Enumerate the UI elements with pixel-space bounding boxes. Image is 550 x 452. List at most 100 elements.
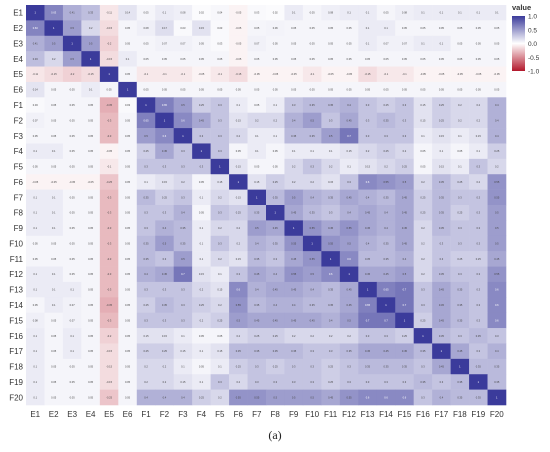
- heatmap-cell-value: 0.3: [181, 149, 185, 153]
- heatmap-cell-value: 0.3: [144, 211, 148, 215]
- heatmap-cell: [450, 328, 470, 344]
- heatmap-cell-value: 0.45: [347, 303, 353, 307]
- heatmap-cell: [62, 158, 82, 175]
- heatmap-cell-value: 0.41: [33, 41, 39, 45]
- heatmap-cell: [469, 189, 488, 206]
- heatmap-cell-value: 0.1: [200, 195, 204, 199]
- heatmap-cell-value: 0.15: [199, 26, 205, 30]
- heatmap-cell-value: 0.05: [383, 11, 389, 15]
- heatmap-cell-value: 0.2: [421, 180, 425, 184]
- heatmap-cell-value: 0.35: [457, 288, 463, 292]
- heatmap-cell-value: 0.5: [292, 195, 296, 199]
- heatmap-cell-value: 0.45: [402, 226, 408, 230]
- heatmap-cell: [413, 20, 433, 37]
- heatmap-cell-value: 0.4: [255, 241, 259, 245]
- heatmap-cell: [26, 189, 45, 206]
- heatmap-cell: [487, 281, 507, 298]
- heatmap-cell-value: -0.15: [106, 57, 112, 61]
- heatmap-cell: [44, 266, 64, 283]
- heatmap-cell: [44, 51, 64, 67]
- heatmap-cell-value: 0.3: [440, 380, 444, 384]
- heatmap-cell-value: 0.35: [383, 257, 389, 261]
- heatmap-cell-value: 0.35: [328, 303, 334, 307]
- x-tick-label: F8: [271, 410, 281, 419]
- heatmap-cell-value: 1: [219, 165, 221, 169]
- heatmap-cell: [487, 297, 507, 313]
- heatmap-cell: [229, 143, 248, 160]
- heatmap-cell-value: 0.25: [162, 195, 168, 199]
- heatmap-cell-value: 0.35: [273, 241, 279, 245]
- heatmap-cell-value: 0.1: [458, 134, 462, 138]
- heatmap-cell-value: 0.5: [347, 318, 351, 322]
- heatmap-cell: [358, 158, 378, 175]
- heatmap-cell-value: 0.15: [365, 165, 371, 169]
- heatmap-cell-value: 0.1: [163, 11, 167, 15]
- heatmap-cell: [62, 20, 82, 37]
- heatmap-cell-value: 0.05: [88, 118, 94, 122]
- heatmap-cell-value: 0.05: [254, 88, 260, 92]
- x-tick-label: E2: [49, 410, 59, 419]
- heatmap-cell-value: 0.06: [273, 26, 279, 30]
- heatmap-cell-value: 1: [71, 41, 73, 45]
- heatmap-cell: [266, 297, 285, 313]
- heatmap-cell-value: 0.05: [88, 149, 94, 153]
- heatmap-cell-value: 0.05: [125, 303, 131, 307]
- heatmap-cell: [81, 51, 101, 67]
- heatmap-cell-value: 0.3: [181, 165, 185, 169]
- heatmap-cell-value: 1: [478, 380, 480, 384]
- heatmap-cell: [44, 128, 64, 144]
- heatmap-cell-value: 0.45: [365, 272, 371, 276]
- heatmap-cell: [81, 97, 101, 113]
- heatmap-cell-value: -0.2: [107, 334, 112, 338]
- heatmap-cell: [26, 51, 45, 67]
- heatmap-cell: [321, 5, 341, 21]
- heatmap-cell: [395, 81, 414, 98]
- heatmap-cell: [136, 389, 156, 406]
- heatmap-cell: [136, 281, 156, 298]
- heatmap-cell-value: 0.2: [144, 365, 148, 369]
- heatmap-cell: [118, 189, 138, 206]
- heatmap-cell: [284, 143, 304, 160]
- heatmap-cell: [432, 220, 451, 237]
- heatmap-cell-value: 1: [330, 257, 332, 261]
- heatmap-cell: [99, 20, 119, 37]
- y-tick-label: F2: [14, 116, 24, 125]
- heatmap-cell: [432, 112, 451, 129]
- heatmap-cell-value: 0.35: [291, 349, 297, 353]
- heatmap-cell: [99, 328, 119, 344]
- heatmap-cell-value: 0.35: [439, 195, 445, 199]
- heatmap-cell: [229, 266, 248, 283]
- heatmap-cell: [81, 312, 101, 329]
- heatmap-cell-value: 0.05: [70, 241, 76, 245]
- heatmap-cell: [173, 66, 193, 83]
- heatmap-cell-value: -0.2: [107, 41, 112, 45]
- heatmap-cell: [26, 389, 45, 406]
- heatmap-cell-value: 0.05: [162, 57, 168, 61]
- heatmap-cell-value: 0.05: [70, 211, 76, 215]
- x-tick-label: F20: [490, 410, 504, 419]
- heatmap-cell: [487, 328, 507, 344]
- heatmap-cell: [487, 389, 507, 406]
- heatmap-cell: [395, 374, 414, 390]
- heatmap-cell: [339, 174, 359, 190]
- heatmap-cell: [339, 281, 359, 298]
- heatmap-cell-value: 0.5: [237, 318, 241, 322]
- heatmap-cell-value: 0.1: [477, 11, 481, 15]
- heatmap-cell-value: 0.25: [273, 180, 279, 184]
- heatmap-cell-value: 0.55: [254, 395, 260, 399]
- heatmap-cell-value: 0.45: [365, 211, 371, 215]
- y-tick-label: E2: [13, 24, 23, 33]
- heatmap-cell-value: 0.05: [33, 257, 39, 261]
- heatmap-cell-value: 0.3: [477, 195, 481, 199]
- heatmap-cell-value: 0.4: [440, 395, 444, 399]
- heatmap-cell-value: -0.05: [420, 72, 426, 76]
- heatmap-cell: [99, 128, 119, 144]
- heatmap-cell-value: 0.05: [199, 211, 205, 215]
- heatmap-cell: [155, 174, 174, 190]
- heatmap-cell-value: 0.05: [402, 26, 408, 30]
- heatmap-cell-value: 0.05: [70, 226, 76, 230]
- heatmap-cell-value: 0.6: [181, 118, 185, 122]
- heatmap-cell-value: 0.35: [476, 365, 482, 369]
- heatmap-cell: [450, 189, 470, 206]
- heatmap-cell: [284, 374, 304, 390]
